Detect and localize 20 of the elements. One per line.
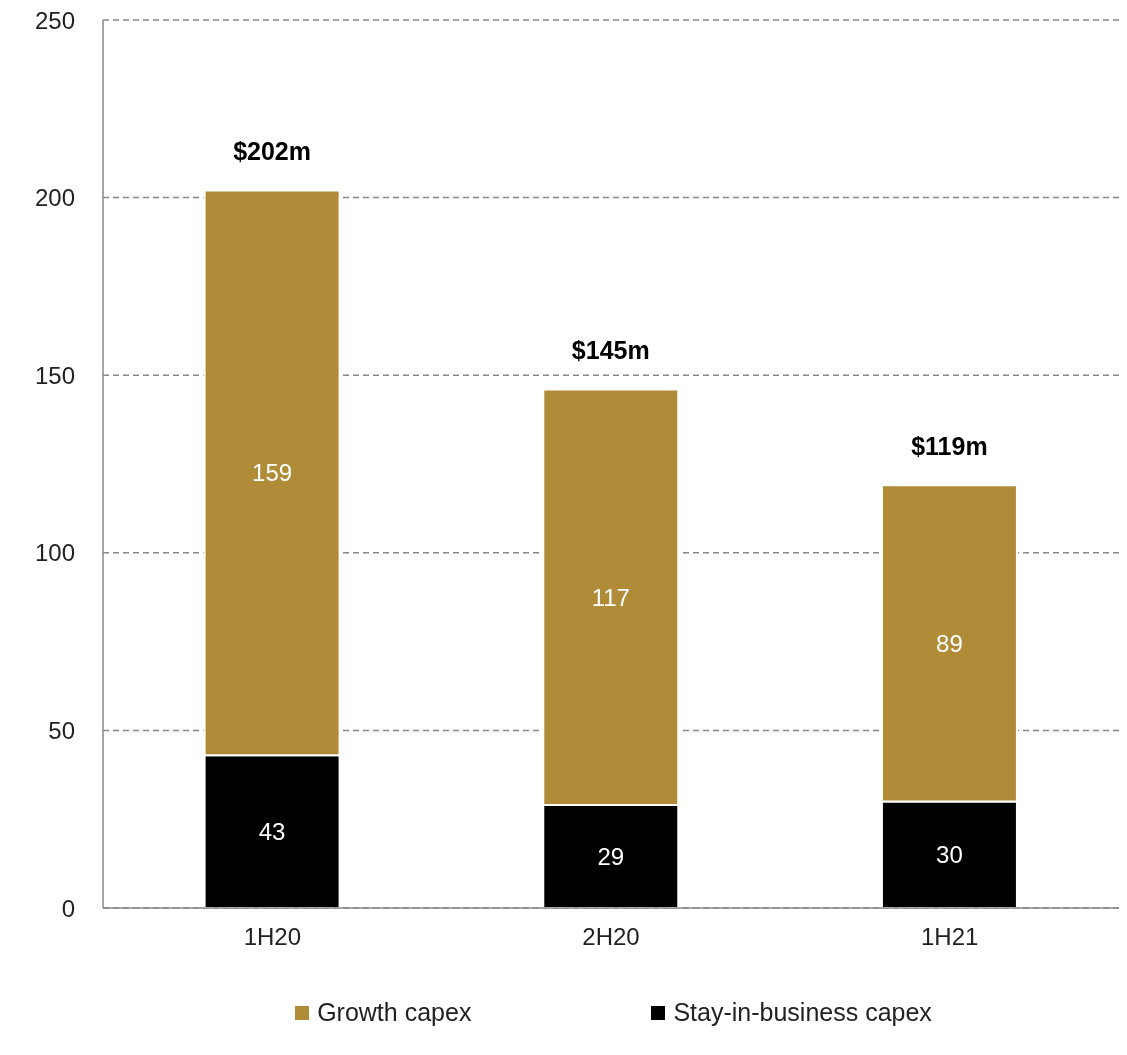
y-tick-label: 150 (34, 361, 75, 389)
total-label: $145m (571, 336, 650, 365)
data-label: 117 (591, 583, 630, 611)
data-label: 43 (258, 818, 286, 846)
total-label: $202m (233, 137, 312, 166)
total-label: $119m (911, 432, 988, 461)
y-tick-label: 100 (34, 539, 75, 567)
y-tick-label: 200 (34, 184, 75, 212)
y-tick-label: 50 (48, 716, 75, 744)
data-label: 29 (597, 843, 625, 871)
x-tick-label: 1H21 (920, 923, 979, 951)
legend-label: Stay-in-business capex (673, 998, 932, 1027)
y-tick-label: 0 (61, 894, 75, 922)
x-tick-label: 1H20 (243, 923, 302, 951)
legend-label: Growth capex (317, 998, 472, 1027)
data-label: 30 (936, 841, 963, 869)
data-label: 159 (252, 459, 293, 487)
y-tick-label: 250 (34, 6, 75, 34)
data-label: 89 (936, 629, 963, 657)
x-tick-label: 2H20 (582, 923, 640, 951)
